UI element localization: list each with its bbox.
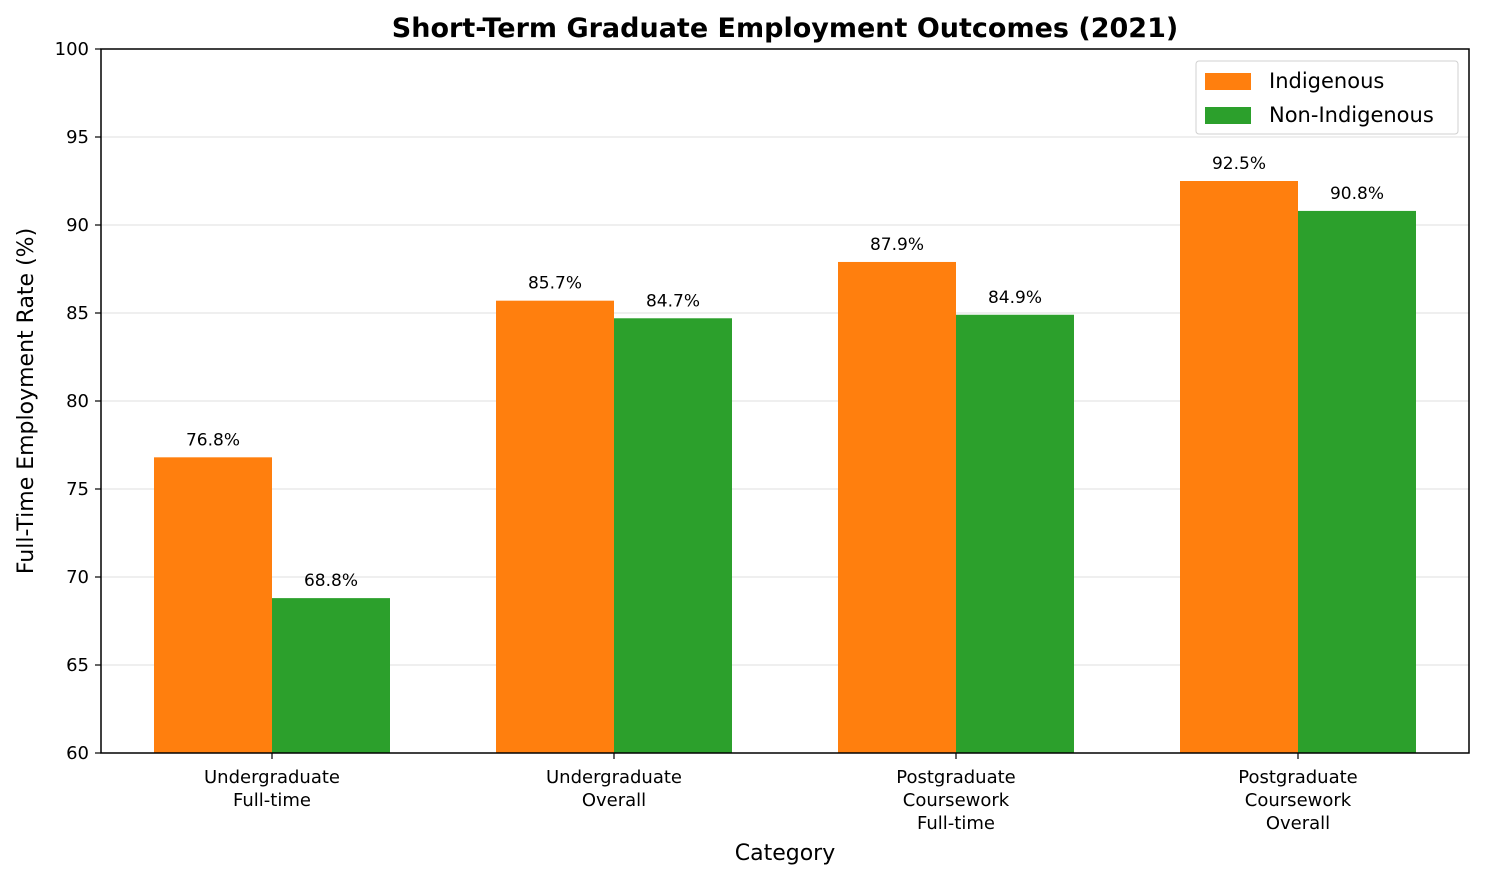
chart-title: Short-Term Graduate Employment Outcomes … [392, 13, 1178, 44]
data-labels: 76.8% 68.8% 85.7% 84.7% 87.9% 84.9% 92.5% 90.8% [186, 154, 1384, 591]
bar-non-indigenous [956, 314, 1074, 753]
data-label: 84.7% [646, 291, 700, 311]
bar-indigenous [1180, 181, 1298, 753]
x-tick-label-line: Full-time [917, 813, 995, 834]
x-tick-label-line: Postgraduate [896, 767, 1016, 788]
x-tick-label: Undergraduate Overall [546, 767, 682, 811]
y-tick-label: 100 [55, 39, 89, 60]
x-tick-label-line: Overall [582, 790, 646, 811]
x-tick-label-line: Coursework [1245, 790, 1352, 811]
x-tick-label-line: Postgraduate [1238, 767, 1358, 788]
data-label: 84.9% [988, 288, 1042, 308]
bar-indigenous [154, 457, 272, 753]
data-label: 92.5% [1212, 154, 1266, 174]
bar-indigenous [838, 261, 956, 753]
legend-entry: Indigenous [1269, 69, 1384, 93]
x-tick-label: Postgraduate Coursework Full-time [896, 767, 1016, 834]
bar-non-indigenous [1298, 210, 1416, 754]
data-label: 76.8% [186, 430, 240, 450]
legend-entry: Non-Indigenous [1269, 103, 1434, 127]
y-tick-label: 90 [66, 215, 89, 236]
x-tick-label-line: Coursework [903, 790, 1010, 811]
bar-non-indigenous [272, 598, 390, 753]
legend-swatch [1205, 73, 1251, 90]
x-tick-label-line: Undergraduate [546, 767, 682, 788]
data-label: 90.8% [1330, 184, 1384, 204]
x-tick-label-line: Undergraduate [204, 767, 340, 788]
y-axis-title: Full-Time Employment Rate (%) [14, 228, 39, 574]
y-tick-label: 75 [66, 479, 89, 500]
y-tick-label: 60 [66, 743, 89, 764]
y-axis: 60 65 70 75 80 85 90 95 100 [55, 39, 101, 764]
y-tick-label: 65 [66, 655, 89, 676]
legend-swatch [1205, 107, 1251, 124]
x-tick-label-line: Full-time [233, 790, 311, 811]
bars-layer [154, 181, 1416, 754]
bar-non-indigenous [614, 318, 732, 753]
y-tick-label: 80 [66, 391, 89, 412]
y-tick-label: 85 [66, 303, 89, 324]
legend: Indigenous Non-Indigenous [1195, 60, 1459, 135]
data-label: 87.9% [870, 235, 924, 255]
data-label: 85.7% [528, 274, 582, 294]
y-tick-label: 95 [66, 127, 89, 148]
bar-indigenous [496, 300, 614, 753]
legend-box [1195, 60, 1459, 135]
x-tick-label-line: Overall [1266, 813, 1330, 834]
y-tick-label: 70 [66, 567, 89, 588]
data-label: 68.8% [304, 571, 358, 591]
x-tick-label: Undergraduate Full-time [204, 767, 340, 811]
x-axis-title: Category [735, 841, 836, 866]
x-tick-label: Postgraduate Coursework Overall [1238, 767, 1358, 834]
